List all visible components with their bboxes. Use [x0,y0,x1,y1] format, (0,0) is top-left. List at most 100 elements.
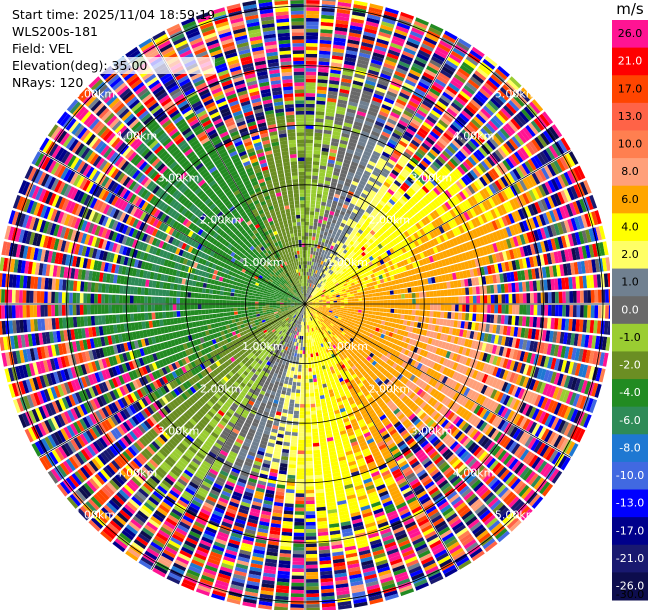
range-gate [454,313,458,320]
range-gate [355,309,359,312]
range-gate [309,265,311,269]
range-gate [394,295,398,299]
range-gate [562,305,566,317]
range-gate [437,312,441,318]
range-gate [512,294,516,303]
range-gate [379,312,383,316]
range-gate [312,346,315,350]
range-gate [469,287,473,295]
range-gate [580,291,584,303]
range-gate [355,307,359,310]
range-gate [313,154,320,158]
range-gate [437,297,441,303]
range-gate [306,11,319,15]
range-gate [319,249,322,253]
range-gate [340,308,344,310]
range-gate [318,424,324,428]
range-gate [469,296,473,303]
range-gate [314,151,321,155]
range-gate [316,403,321,407]
range-gate [437,305,441,311]
range-gate [455,305,459,312]
range-gate [341,304,345,306]
range-gate [530,293,534,303]
range-gate [312,364,315,368]
range-gate [319,370,323,374]
range-gate [312,368,315,372]
range-gate [344,300,348,302]
range-gate [316,205,321,209]
range-gate [384,300,388,304]
range-gate [347,297,351,299]
range-gate [444,312,448,319]
range-gate [317,230,321,234]
range-gate [451,305,455,312]
range-gate [311,190,316,194]
range-gate [305,265,307,269]
range-gate [386,317,390,321]
range-gate [348,302,352,304]
range-gate [447,289,451,296]
range-gate [354,312,358,315]
range-gate [309,339,311,343]
ppi-plot: 1.00km1.00km1.00km1.00km2.00km2.00km2.00… [0,0,610,610]
range-gate [317,90,327,94]
range-gate [309,261,311,265]
range-gate [366,298,370,301]
range-gate [306,125,314,129]
range-gate [516,294,520,304]
range-gate [368,314,372,318]
range-gate [306,104,315,108]
range-gate [315,396,320,400]
range-gate [390,313,394,317]
range-gate [305,215,309,219]
range-gate [519,305,523,315]
range-gate [316,115,325,119]
range-gate [569,305,573,317]
range-gate [353,315,357,318]
range-gate [368,290,372,294]
range-gate [398,299,402,303]
range-gate [305,197,310,201]
range-gate [305,233,308,237]
range-gate [333,299,337,301]
range-gate [577,305,581,317]
range-gate [530,305,534,315]
range-gate [311,193,316,197]
range-gate [306,61,317,65]
range-gate [386,313,390,317]
range-gate [376,296,380,300]
range-gate [548,292,552,303]
range-gate [448,297,452,304]
range-gate [404,288,408,293]
range-gate [401,299,405,303]
range-gate [405,310,409,315]
range-gate [306,172,312,176]
range-gate [466,296,470,303]
range-gate [305,254,307,258]
range-gate [351,299,355,301]
range-gate [307,336,309,340]
range-gate [419,305,423,310]
range-gate [555,305,559,316]
range-gate [305,250,307,254]
range-gate [326,302,330,303]
range-gate [389,318,393,322]
range-gate [326,305,330,306]
range-gate [391,300,395,304]
range-gate [598,305,602,318]
range-gate [472,314,476,322]
range-gate [319,216,323,220]
range-gate [306,89,316,93]
range-gate [318,241,322,245]
range-gate [305,211,309,215]
range-gate [376,308,380,312]
range-gate [419,310,423,316]
range-gate [318,252,321,256]
range-gate [523,305,527,315]
range-gate [487,285,491,293]
range-gate [472,287,476,295]
range-gate [310,354,313,358]
range-gate [306,50,317,54]
range-gate [312,240,315,244]
